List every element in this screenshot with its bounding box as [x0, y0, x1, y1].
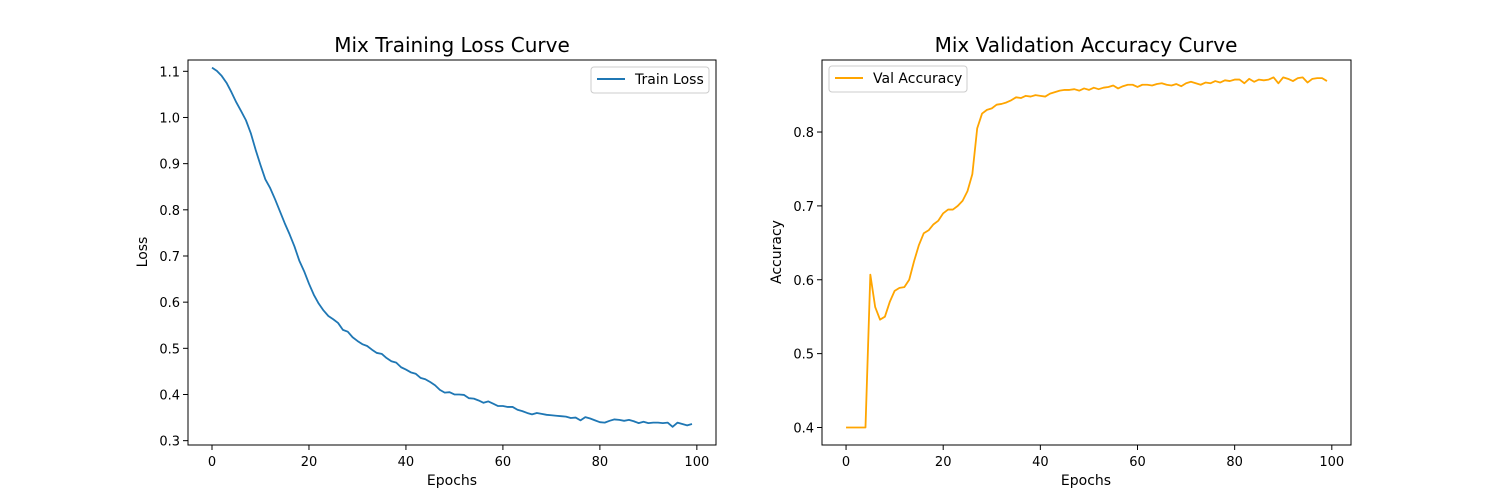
accuracy-chart-x-tick-label: 20 [935, 455, 952, 470]
accuracy-chart-y-tick-label: 0.4 [793, 421, 814, 436]
accuracy-chart-legend-box [828, 65, 968, 93]
accuracy-chart-ticks: 0 20 40 60 80 100 0.4 0.5 0.6 0.7 0.8 [793, 126, 1344, 470]
loss-chart-y-tick-label: 0.4 [159, 388, 180, 403]
loss-chart-title: Mix Training Loss Curve [334, 33, 570, 57]
accuracy-chart-y-axis-label: Accuracy [769, 220, 785, 284]
accuracy-chart-legend: Val Accuracy [828, 65, 968, 93]
accuracy-chart-x-tick-label: 80 [1226, 455, 1243, 470]
accuracy-chart-series-line [846, 76, 1328, 429]
loss-chart-x-tick-label: 100 [684, 455, 709, 470]
loss-chart-series-line [211, 66, 693, 428]
loss-chart-y-tick-label: 0.3 [159, 435, 180, 450]
loss-chart-line-layer [211, 66, 693, 428]
accuracy-chart-legend-label: Val Accuracy [873, 71, 962, 87]
loss-chart-x-tick-label: 80 [592, 455, 609, 470]
loss-chart-x-axis-label: Epochs [427, 473, 477, 489]
accuracy-chart-title: Mix Validation Accuracy Curve [935, 33, 1238, 57]
loss-chart-y-tick-label: 1.0 [159, 111, 180, 126]
accuracy-chart-line-layer [846, 76, 1328, 429]
accuracy-chart: Mix Validation Accuracy Curve 0 20 40 60 80 1… [769, 33, 1352, 489]
loss-chart-y-tick-label: 0.5 [159, 342, 180, 357]
accuracy-chart-y-tick-label: 0.5 [793, 348, 814, 363]
loss-chart-x-tick-label: 0 [208, 455, 216, 470]
loss-chart-y-tick-label: 0.8 [159, 204, 180, 219]
accuracy-chart-x-axis-label: Epochs [1061, 473, 1111, 489]
loss-chart-x-tick-label: 60 [495, 455, 512, 470]
loss-chart-x-tick-label: 40 [398, 455, 415, 470]
loss-chart-y-tick-label: 0.7 [159, 250, 180, 265]
accuracy-chart-x-tick-label: 40 [1032, 455, 1049, 470]
accuracy-chart-x-tick-label: 100 [1319, 455, 1344, 470]
accuracy-chart-y-tick-label: 0.6 [793, 274, 814, 289]
accuracy-chart-x-tick-label: 60 [1129, 455, 1146, 470]
loss-chart-x-tick-label: 20 [301, 455, 318, 470]
loss-chart-y-tick-label: 0.9 [159, 158, 180, 173]
accuracy-chart-y-tick-label: 0.7 [793, 200, 814, 215]
loss-chart-ticks: 0 20 40 60 80 100 0.3 0.4 0.5 0.6 0.7 0.8 0.9 1.0 1.1 [159, 65, 709, 470]
accuracy-chart-x-tick-label: 0 [842, 455, 850, 470]
loss-chart-y-tick-label: 0.6 [159, 296, 180, 311]
loss-chart-y-tick-label: 1.1 [159, 65, 180, 80]
accuracy-chart-y-tick-label: 0.8 [793, 126, 814, 141]
accuracy-chart-plot-frame [821, 59, 1352, 446]
loss-chart-y-axis-label: Loss [135, 237, 151, 268]
loss-chart: Mix Training Loss Curve 0 20 40 60 80 1000.30… [135, 33, 717, 489]
loss-chart-legend-box [590, 66, 710, 94]
loss-chart-legend-label: Train Loss [634, 72, 704, 88]
loss-chart-legend: Train Loss [590, 66, 710, 94]
loss-chart-plot-frame [187, 59, 717, 446]
